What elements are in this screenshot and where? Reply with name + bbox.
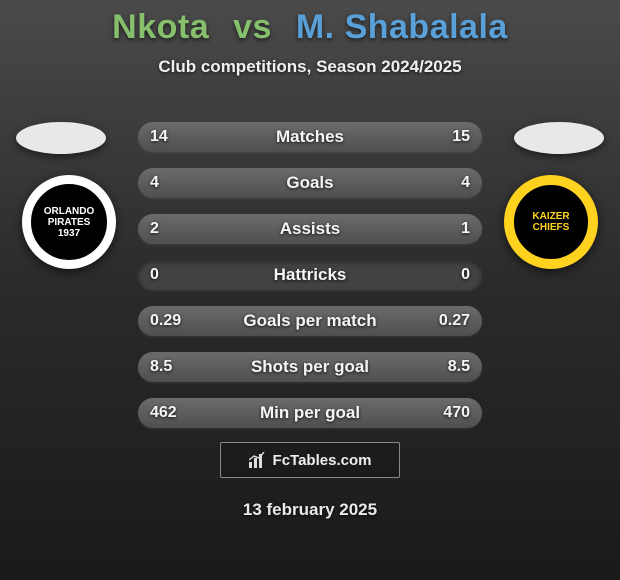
stat-row: 0.290.27Goals per match	[138, 306, 482, 336]
stat-row: 0 0Hattricks	[138, 260, 482, 290]
stat-row: 21Assists	[138, 214, 482, 244]
stat-value-left: 2	[150, 214, 159, 244]
stat-label: Hattricks	[138, 260, 482, 290]
player1-photo	[16, 122, 106, 154]
stat-row: 462470Min per goal	[138, 398, 482, 428]
comparison-title: Nkota vs M. Shabalala	[0, 0, 620, 47]
date-label: 13 february 2025	[0, 500, 620, 520]
brand-text: FcTables.com	[273, 452, 372, 469]
stat-fill-right	[310, 168, 482, 198]
stat-value-right: 8.5	[448, 352, 470, 382]
club-badge-left-label: ORLANDOPIRATES1937	[29, 182, 109, 262]
subtitle: Club competitions, Season 2024/2025	[0, 57, 620, 77]
vs-label: vs	[233, 8, 272, 46]
stat-row: 44Goals	[138, 168, 482, 198]
player2-photo	[514, 122, 604, 154]
stat-value-right: 470	[443, 398, 470, 428]
club-badge-right-label: KAIZERCHIEFS	[511, 182, 591, 262]
stat-value-left: 4	[150, 168, 159, 198]
stat-value-left: 14	[150, 122, 168, 152]
stat-value-right: 15	[452, 122, 470, 152]
stat-value-left: 8.5	[150, 352, 172, 382]
stat-value-right: 1	[461, 214, 470, 244]
stat-value-right: 0.27	[439, 306, 470, 336]
stat-fill-left	[138, 168, 310, 198]
stat-value-right: 4	[461, 168, 470, 198]
stat-value-left: 462	[150, 398, 177, 428]
club-badge-right: KAIZERCHIEFS	[504, 175, 598, 269]
stat-value-left: 0	[150, 260, 159, 290]
brand-box[interactable]: FcTables.com	[220, 442, 400, 478]
bar-chart-icon	[249, 452, 267, 468]
stats-container: 1415Matches44Goals21Assists00Hattricks0.…	[138, 122, 482, 444]
stat-value-left: 0.29	[150, 306, 181, 336]
stat-value-right: 0	[461, 260, 470, 290]
player1-name: Nkota	[112, 8, 209, 46]
stat-row: 1415Matches	[138, 122, 482, 152]
player2-name: M. Shabalala	[296, 8, 508, 46]
stat-row: 8.58.5Shots per goal	[138, 352, 482, 382]
club-badge-left: ORLANDOPIRATES1937	[22, 175, 116, 269]
stat-fill-left	[138, 214, 367, 244]
